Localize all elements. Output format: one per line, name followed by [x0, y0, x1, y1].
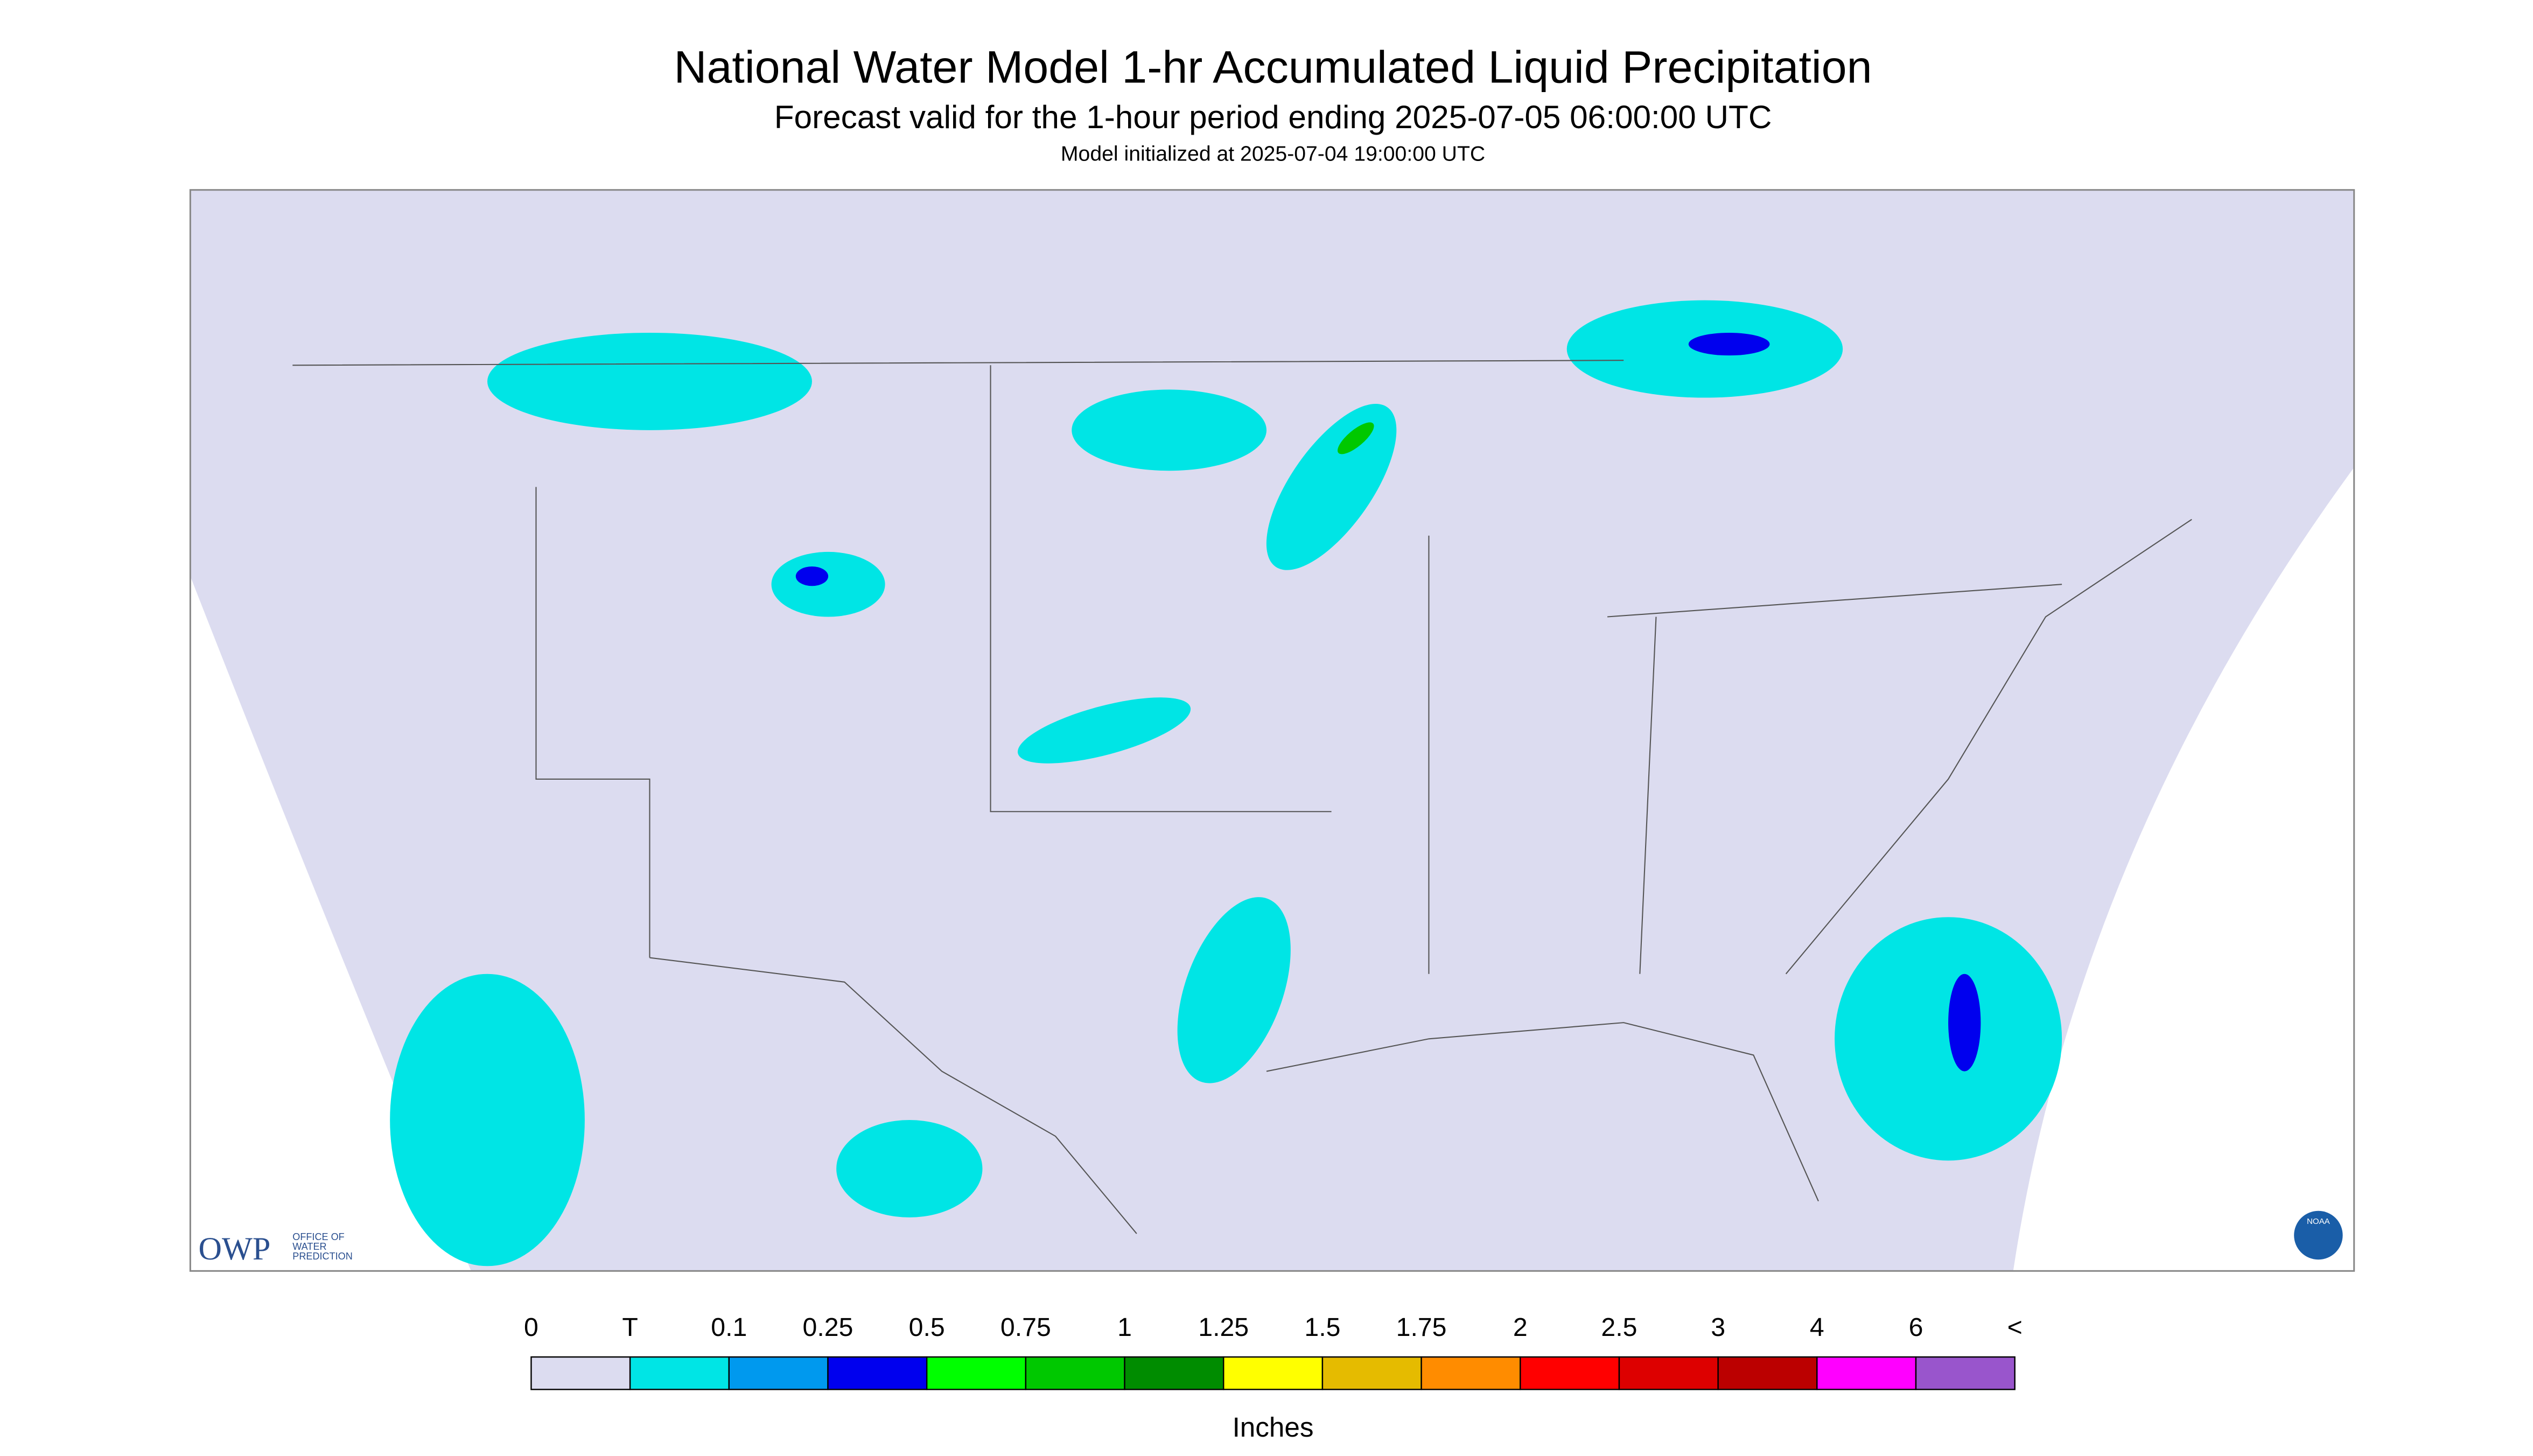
legend-label: 6 [1909, 1313, 1923, 1342]
legend-label: 2.5 [1601, 1313, 1637, 1342]
noaa-logo [2294, 1210, 2343, 1260]
precip-area [1017, 697, 1191, 764]
owp-logo: OWP [198, 1231, 270, 1267]
map-frame [189, 189, 2355, 1272]
legend-label: < [2007, 1313, 2023, 1342]
outside-domain [2013, 467, 2354, 1271]
precip-heavy [795, 332, 1981, 1072]
precip-area [1266, 404, 1397, 570]
precip-area [836, 1120, 983, 1217]
legend-label: 1.25 [1198, 1313, 1249, 1342]
precip-area [1835, 917, 2062, 1161]
coastline [649, 519, 2192, 1234]
legend-unit: Inches [1233, 1412, 1314, 1443]
outside-domain [190, 576, 471, 1271]
precip-area [487, 332, 812, 430]
legend-swatch [1816, 1356, 1917, 1390]
legend-swatch [926, 1356, 1027, 1390]
subtitle: Forecast valid for the 1-hour period end… [774, 99, 1772, 135]
legend-label: 3 [1711, 1313, 1725, 1342]
legend-swatch [1915, 1356, 2016, 1390]
legend-label: 1 [1117, 1313, 1132, 1342]
map: OWP OFFICE OF WATER PREDICTION NOAA [189, 189, 2355, 1272]
precip-area [1338, 422, 1374, 454]
legend-swatch [1223, 1356, 1324, 1390]
legend-label: 4 [1810, 1313, 1824, 1342]
legend: 0 T 0.1 0.25 0.5 0.75 1 1.25 1.5 1.75 2 2.5 3 4 6 < [524, 1313, 2023, 1390]
state-lines [292, 360, 2062, 974]
legend-label: 1.5 [1304, 1313, 1340, 1342]
init-note: Model initialized at 2025-07-04 19:00:00… [1061, 142, 1485, 165]
legend-label: 0.25 [803, 1313, 853, 1342]
legend-label: 0.1 [711, 1313, 747, 1342]
legend-swatch [1618, 1356, 1719, 1390]
owp-text: OFFICE OF [292, 1231, 344, 1242]
legend-swatch [728, 1356, 829, 1390]
borders [292, 360, 2192, 1234]
precip-areas [390, 300, 2062, 1266]
legend-swatch [1421, 1356, 1521, 1390]
legend-swatch [1520, 1356, 1620, 1390]
legend-swatch [1717, 1356, 1818, 1390]
legend-label: 1.75 [1396, 1313, 1447, 1342]
precip-area [1688, 332, 1770, 356]
legend-swatch [1321, 1356, 1422, 1390]
title: National Water Model 1-hr Accumulated Li… [674, 42, 1872, 93]
legend-label: 0.75 [1000, 1313, 1051, 1342]
noaa-text: NOAA [2307, 1217, 2331, 1226]
legend-label: T [622, 1313, 638, 1342]
legend-label: 0 [524, 1313, 538, 1342]
precip-area [390, 974, 585, 1266]
legend-label: 2 [1513, 1313, 1528, 1342]
legend-swatch [530, 1356, 631, 1390]
legend-swatch [827, 1356, 928, 1390]
precip-area [795, 566, 829, 586]
precip-area [1948, 974, 1981, 1072]
legend-swatch [1124, 1356, 1224, 1390]
owp-text: WATER [292, 1241, 326, 1252]
owp-text: PREDICTION [292, 1251, 353, 1262]
legend-swatch [629, 1356, 730, 1390]
legend-swatch [1025, 1356, 1125, 1390]
legend-label: 0.5 [909, 1313, 945, 1342]
precip-area [771, 551, 885, 617]
precip-area [1072, 389, 1266, 471]
precip-area [1177, 897, 1291, 1083]
